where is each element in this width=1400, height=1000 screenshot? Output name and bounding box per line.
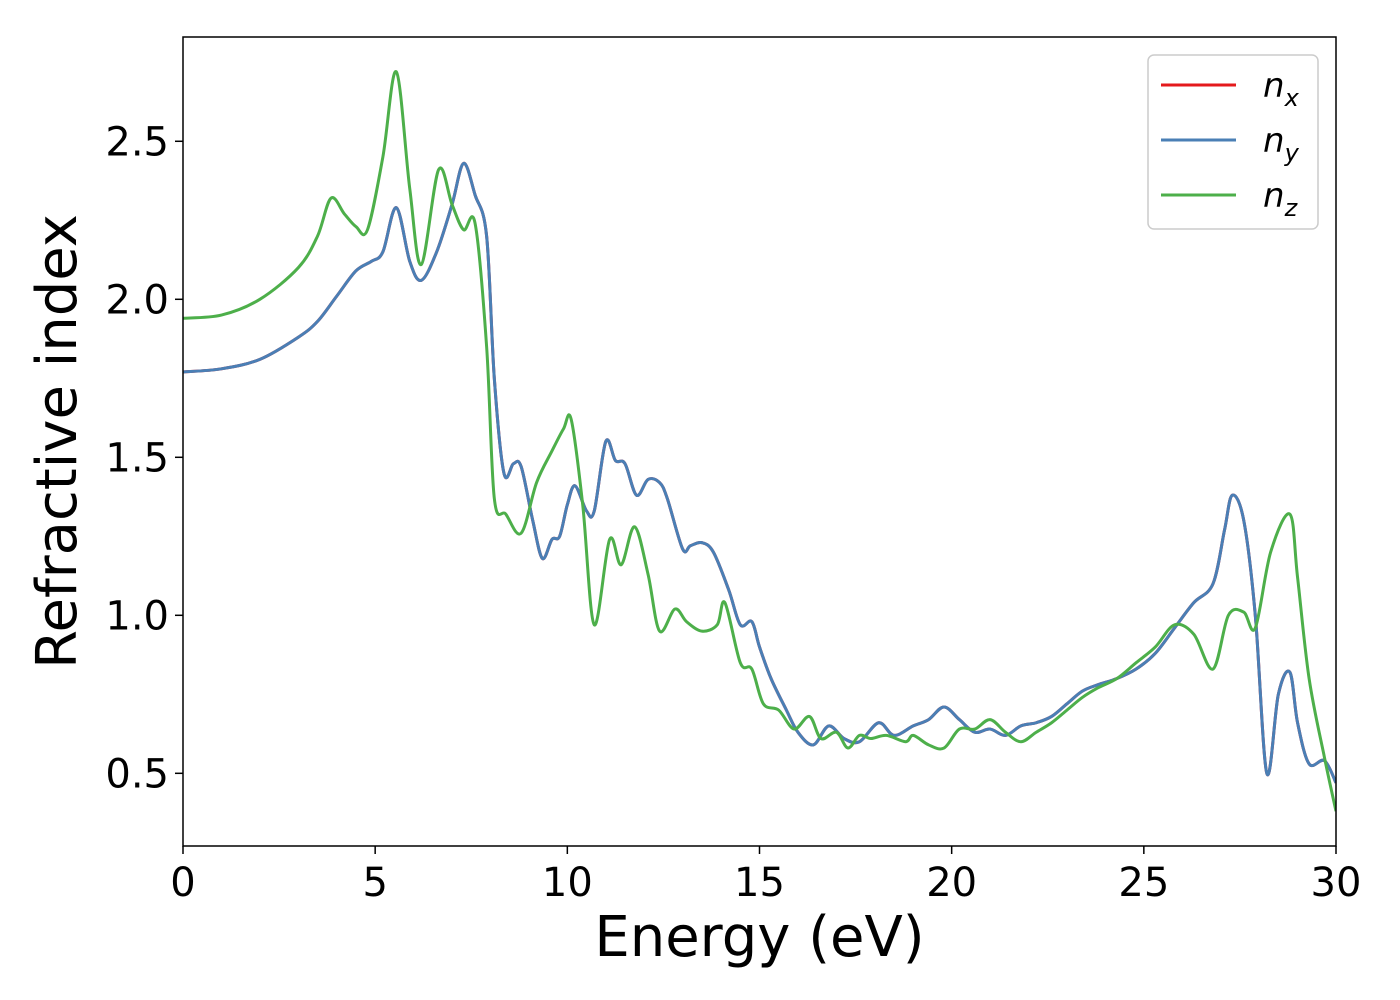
x-tick-label: 25 (1118, 860, 1169, 906)
series-layer (183, 70, 1336, 812)
x-tick-label: 15 (734, 860, 785, 906)
x-tick-label: 20 (926, 860, 977, 906)
legend-box (1147, 54, 1319, 230)
y-tick-label: 1.0 (105, 593, 169, 639)
legend-label-y: ny (1263, 121, 1300, 167)
y-tick-label: 2.5 (105, 119, 169, 165)
x-axis-ticks: 0 5 10 15 20 25 30 (170, 846, 1361, 906)
legend-label-x: nx (1263, 66, 1300, 112)
y-tick-label: 0.5 (105, 751, 169, 797)
x-tick-label: 0 (170, 860, 195, 906)
y-axis-ticks: 0.5 1.0 1.5 2.0 2.5 (105, 119, 183, 797)
x-tick-label: 5 (362, 860, 387, 906)
x-axis-title: Energy (eV) (594, 905, 924, 970)
x-tick-label: 10 (542, 860, 593, 906)
series-line-z (183, 70, 1336, 812)
y-tick-label: 1.5 (105, 435, 169, 481)
y-axis-title: Refractive index (25, 214, 90, 669)
series-line-y (183, 161, 1336, 784)
y-tick-label: 2.0 (105, 277, 169, 323)
x-tick-label: 30 (1311, 860, 1362, 906)
